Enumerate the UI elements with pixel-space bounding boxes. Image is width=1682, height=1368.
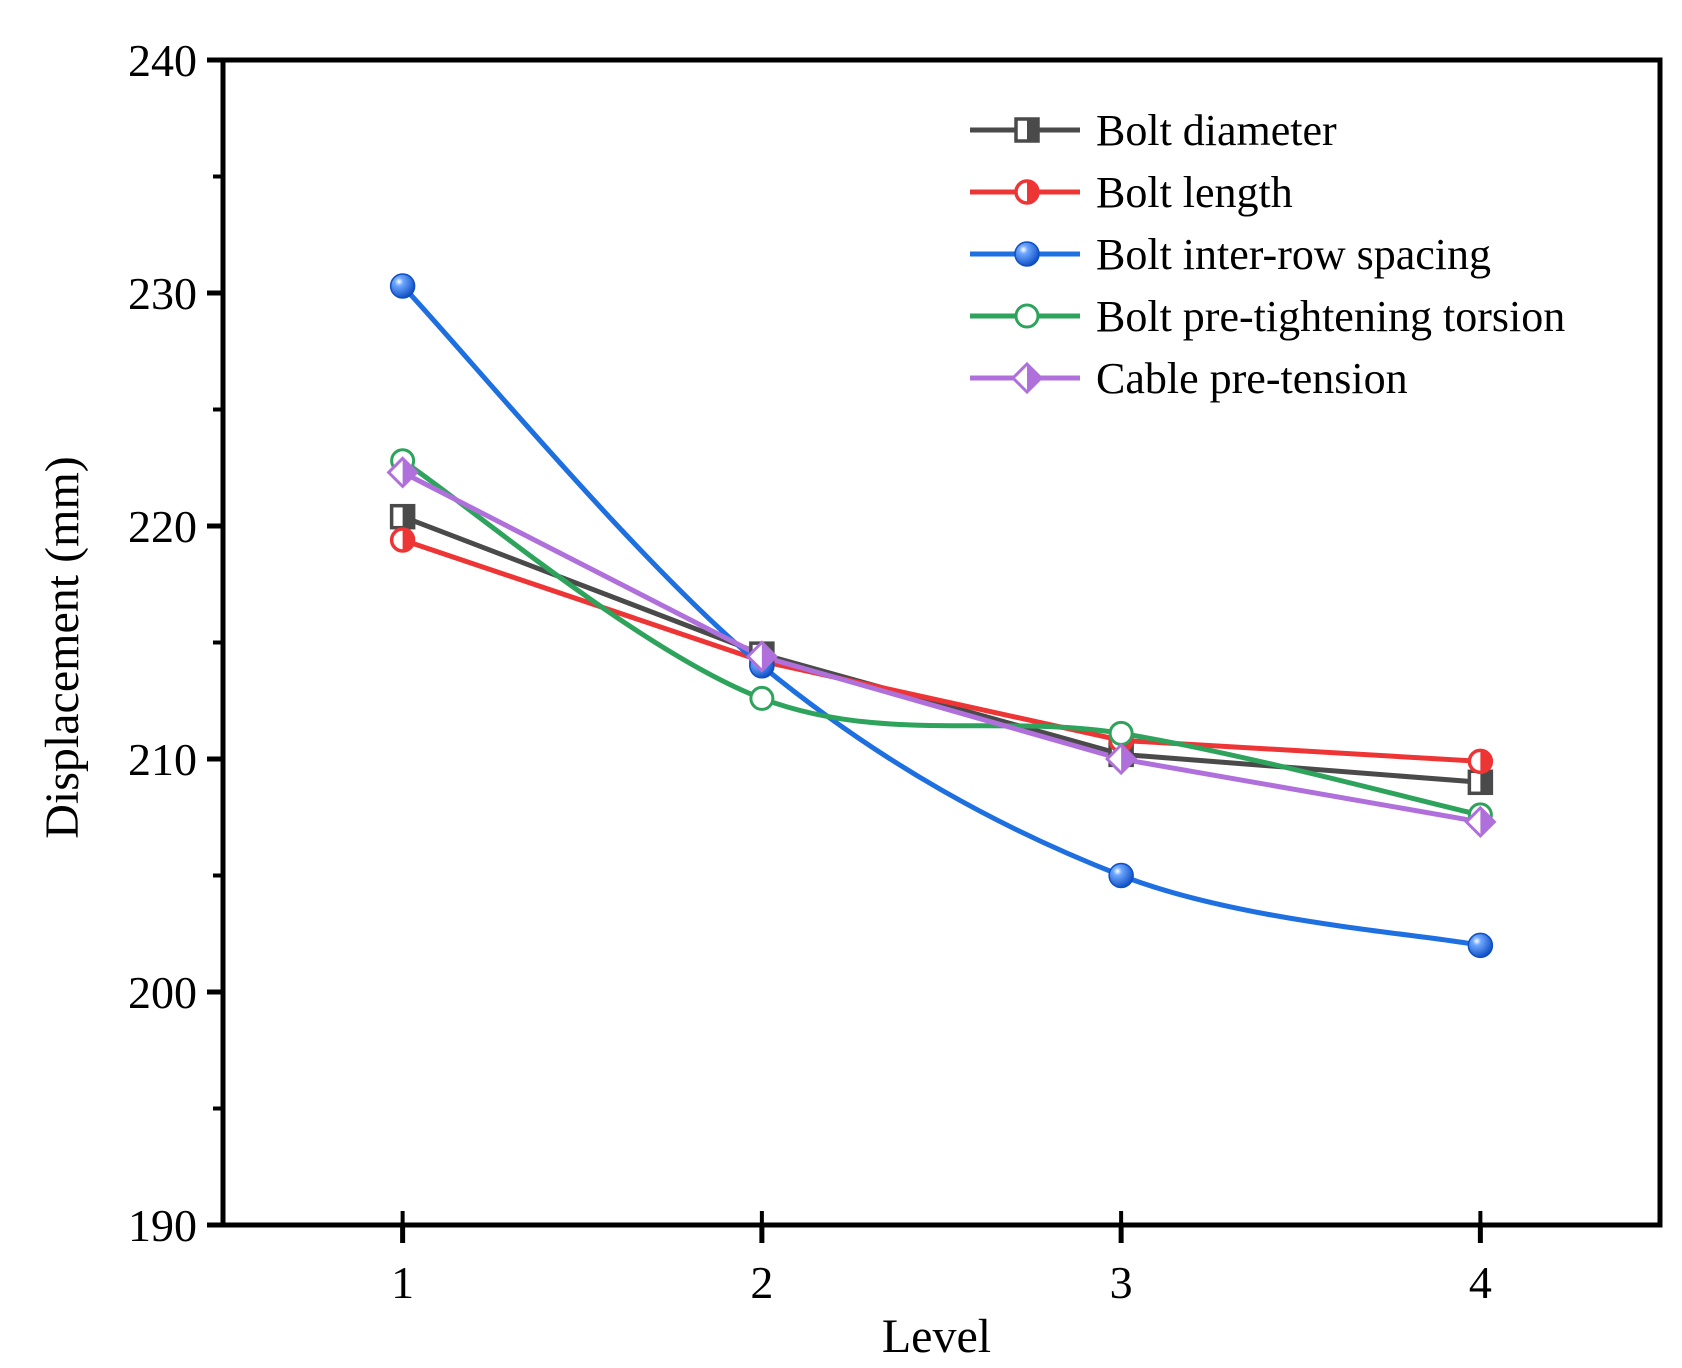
y-tick-label: 240: [128, 35, 197, 86]
y-axis-title: Displacement (mm): [36, 456, 89, 839]
legend-item-2: Bolt length: [970, 168, 1293, 217]
data-point-s4-p3: [1108, 720, 1134, 746]
x-tick-label: 2: [750, 1257, 773, 1308]
data-point-s4-p2: [749, 685, 775, 711]
legend-label: Bolt length: [1096, 168, 1293, 217]
legend-item-4: Bolt pre-tightening torsion: [970, 292, 1565, 341]
series-line-2: [400, 537, 1483, 764]
y-tick-label: 200: [128, 967, 197, 1018]
legend-marker: [1010, 361, 1044, 395]
series-line-4: [400, 458, 1483, 818]
legend-item-1: Bolt diameter: [970, 106, 1337, 155]
series-line-1: [400, 514, 1483, 785]
legend-label: Bolt inter-row spacing: [1096, 230, 1491, 279]
legend-item-3: Bolt inter-row spacing: [970, 230, 1491, 279]
legend-label: Cable pre-tension: [1096, 354, 1408, 403]
data-point-s5-p2: [745, 640, 778, 673]
data-point-s5-p3: [1105, 742, 1138, 776]
legend-marker: [1014, 117, 1040, 143]
x-axis-title: Level: [882, 1310, 991, 1363]
data-point-s2-p4: [1467, 748, 1494, 775]
legend-marker: [1014, 179, 1040, 205]
y-tick-label: 210: [128, 734, 197, 785]
y-tick-label: 220: [128, 501, 197, 552]
data-point-s3-p4: [1467, 932, 1494, 959]
legend-marker: [1014, 303, 1040, 329]
legend-marker: [1014, 241, 1040, 267]
x-tick-label: 4: [1469, 1257, 1492, 1308]
data-point-s2-p1: [389, 527, 416, 553]
data-point-s1-p1: [389, 503, 416, 530]
data-point-s3-p1: [389, 273, 416, 299]
y-tick-label: 230: [128, 268, 197, 319]
data-point-s1-p4: [1467, 769, 1494, 796]
data-point-s5-p4: [1464, 805, 1497, 839]
series-line-3: [400, 283, 1483, 948]
legend-label: Bolt diameter: [1096, 106, 1337, 155]
x-tick-label: 3: [1110, 1257, 1133, 1308]
y-tick-label: 190: [128, 1200, 197, 1251]
series-line-5: [400, 469, 1483, 825]
data-point-s3-p3: [1108, 862, 1134, 889]
x-tick-label: 1: [391, 1257, 414, 1308]
data-point-s5-p1: [386, 456, 419, 489]
legend-item-5: Cable pre-tension: [970, 354, 1408, 403]
legend-label: Bolt pre-tightening torsion: [1096, 292, 1565, 341]
